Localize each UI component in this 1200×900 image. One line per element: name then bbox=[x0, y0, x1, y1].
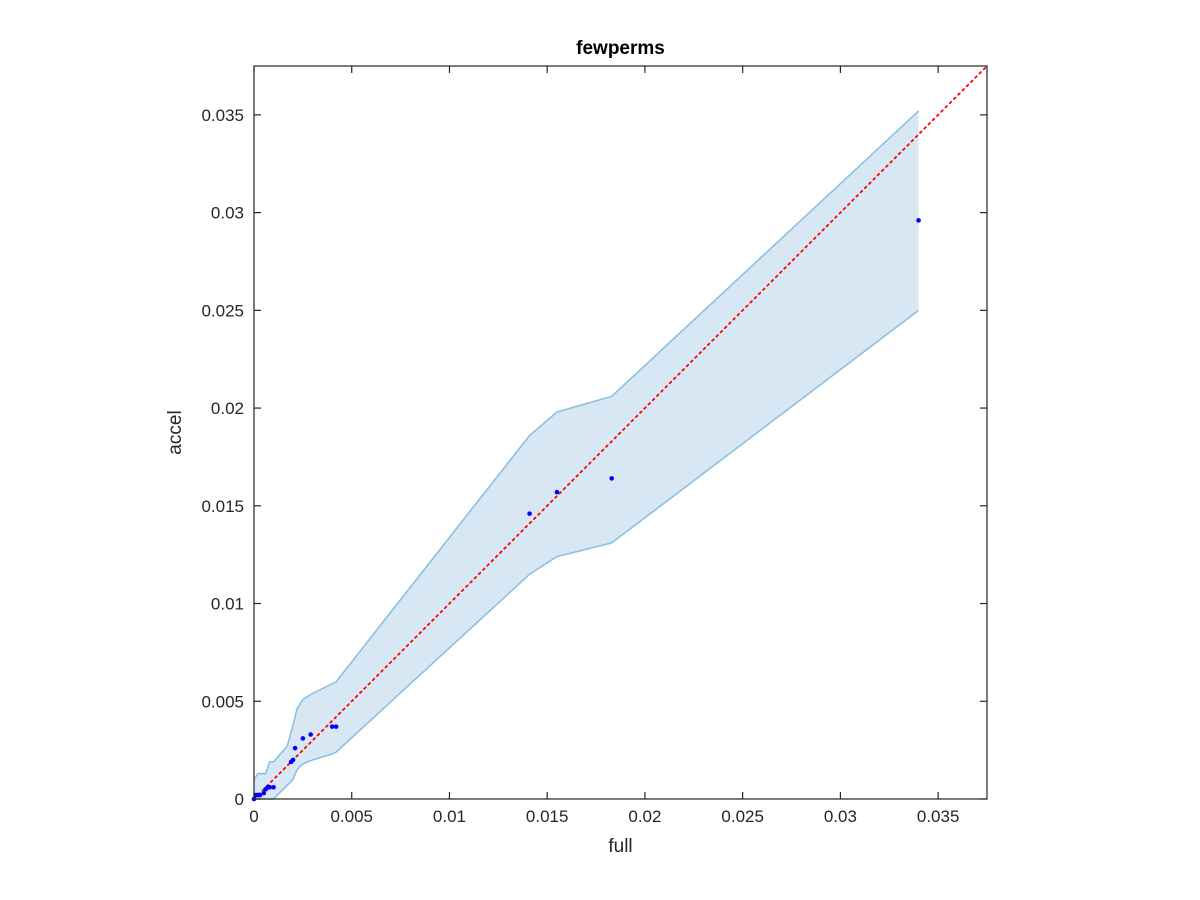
y-tick-label: 0.03 bbox=[211, 204, 244, 223]
x-tick-label: 0.005 bbox=[330, 807, 373, 826]
data-point bbox=[300, 736, 306, 741]
x-tick-label: 0.025 bbox=[721, 807, 764, 826]
band-fill bbox=[254, 110, 919, 799]
x-tick-label: 0.035 bbox=[917, 807, 960, 826]
y-tick-label: 0.01 bbox=[211, 595, 244, 614]
y-tick-label: 0 bbox=[235, 790, 244, 809]
data-point bbox=[333, 724, 339, 729]
y-tick-label: 0.005 bbox=[201, 692, 244, 711]
x-tick-label: 0 bbox=[249, 807, 258, 826]
x-axis-label: full bbox=[608, 836, 632, 857]
y-tick-label: 0.02 bbox=[211, 399, 244, 418]
x-tick-label: 0.01 bbox=[433, 807, 466, 826]
data-point bbox=[329, 724, 335, 729]
data-point bbox=[308, 732, 313, 737]
band-upper-edge bbox=[253, 110, 920, 780]
x-tick-label: 0.02 bbox=[628, 807, 661, 826]
data-point bbox=[527, 511, 532, 516]
confidence-band bbox=[253, 110, 920, 800]
data-point bbox=[271, 784, 276, 790]
x-tick-label: 0.03 bbox=[824, 807, 857, 826]
data-point bbox=[916, 218, 921, 223]
x-tick-label: 0.015 bbox=[526, 807, 569, 826]
data-point bbox=[554, 489, 560, 495]
data-point bbox=[292, 745, 298, 751]
y-tick-label: 0.025 bbox=[201, 301, 244, 320]
y-axis-label: accel bbox=[165, 410, 186, 454]
y-axis: 0 0.005 0.01 0.015 0.02 0.025 0.03 0.035 bbox=[201, 106, 987, 809]
data-point bbox=[257, 792, 263, 798]
y-tick-label: 0.035 bbox=[201, 106, 244, 125]
data-point bbox=[609, 476, 615, 481]
data-point bbox=[290, 757, 296, 763]
data-point bbox=[261, 790, 267, 796]
chart-title: fewperms bbox=[576, 38, 665, 59]
y-tick-label: 0.015 bbox=[201, 497, 244, 516]
x-axis: 0 0.005 0.01 0.015 0.02 0.025 0.03 0.035 bbox=[249, 66, 959, 826]
axes-frame bbox=[253, 65, 988, 800]
data-points bbox=[251, 218, 921, 802]
data-point bbox=[267, 784, 272, 790]
identity-reference-line bbox=[253, 65, 988, 800]
